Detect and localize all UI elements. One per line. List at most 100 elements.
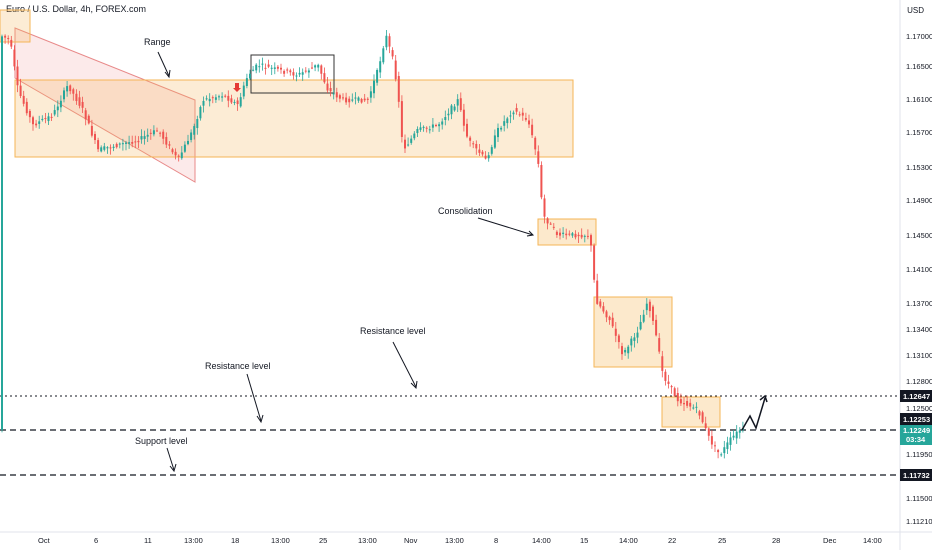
- y-tick: 1.12500: [906, 404, 932, 413]
- candle-body: [208, 98, 211, 102]
- x-tick: 8: [494, 536, 498, 545]
- candle-body: [270, 67, 273, 69]
- candle-body: [323, 73, 326, 83]
- candle-body: [639, 321, 642, 330]
- candle-body: [183, 144, 186, 152]
- candle-body: [552, 226, 555, 228]
- candle-body: [521, 112, 524, 116]
- candle-body: [106, 147, 109, 149]
- candle-body: [652, 306, 654, 321]
- annotation-resistance-lower: Resistance level: [205, 361, 271, 371]
- annotation-arrows: [157, 51, 535, 473]
- candle-body: [472, 143, 475, 145]
- y-tick: 1.14900: [906, 196, 932, 205]
- consolidation-zone-3: [661, 396, 721, 428]
- y-tick: 1.13400: [906, 325, 932, 334]
- candle-body: [66, 86, 69, 92]
- candle-body: [583, 235, 586, 237]
- consolidation-zone-2: [593, 296, 673, 368]
- candle-body: [400, 101, 403, 137]
- candle-body: [121, 143, 124, 145]
- candle-body: [723, 447, 726, 454]
- candle-body: [252, 69, 255, 71]
- candle-body: [53, 110, 56, 115]
- candle-body: [565, 233, 568, 236]
- candle-body: [187, 140, 189, 145]
- candle-body: [695, 406, 698, 408]
- candle-body: [125, 142, 127, 144]
- candle-body: [59, 100, 62, 108]
- candle-body: [397, 76, 400, 102]
- candle-body: [407, 144, 410, 146]
- y-tick: 1.17000: [906, 32, 932, 41]
- candle-body: [382, 48, 385, 63]
- candle-body: [534, 137, 537, 150]
- price-tag: 1.12249: [903, 426, 930, 435]
- candle-body: [469, 137, 472, 141]
- candle-body: [577, 234, 580, 237]
- candle-body: [515, 108, 518, 112]
- candle-body: [149, 132, 152, 134]
- price-tag-bg: [900, 413, 932, 425]
- x-tick: 11: [144, 536, 152, 545]
- candle-body: [171, 149, 174, 153]
- x-tick: 14:00: [863, 536, 882, 545]
- y-tick: 1.14100: [906, 265, 932, 274]
- candle-body: [450, 105, 453, 115]
- candle-body: [44, 118, 47, 120]
- candle-body: [363, 98, 366, 101]
- candle-body: [394, 60, 397, 80]
- candle-body: [32, 117, 34, 125]
- candle-body: [159, 132, 162, 134]
- candle-body: [97, 140, 100, 150]
- candle-body: [4, 35, 7, 38]
- candle-body: [351, 99, 354, 101]
- y-tick: 1.11500: [906, 494, 932, 503]
- candle-body: [50, 116, 53, 118]
- candle-body: [664, 371, 667, 381]
- candle-body: [487, 155, 490, 159]
- candle-body: [580, 234, 583, 238]
- candle-body: [704, 423, 707, 429]
- candle-body: [357, 97, 360, 101]
- candle-body: [596, 280, 599, 304]
- candle-body: [298, 72, 301, 75]
- x-tick: 13:00: [184, 536, 203, 545]
- candle-body: [642, 314, 645, 322]
- candle-body: [345, 97, 348, 103]
- candle-body: [555, 231, 558, 235]
- x-tick: 13:00: [445, 536, 464, 545]
- candle-body: [568, 233, 571, 235]
- candle-body: [599, 301, 602, 307]
- candle-body: [249, 73, 251, 79]
- candle-body: [438, 124, 441, 127]
- candle-body: [205, 98, 208, 100]
- candle-body: [233, 101, 236, 103]
- x-tick: 6: [94, 536, 98, 545]
- candle-body: [683, 403, 685, 405]
- annotation-support: Support level: [135, 436, 188, 446]
- candle-body: [714, 445, 716, 447]
- projection-arrowhead-icon: [759, 394, 768, 403]
- candle-body: [143, 136, 146, 139]
- candle-body: [608, 316, 611, 321]
- x-tick: 25: [319, 536, 327, 545]
- candle-body: [636, 332, 639, 338]
- price-tag-bg: [900, 425, 932, 445]
- price-tag: 1.12253: [903, 415, 930, 424]
- candle-body: [729, 437, 732, 445]
- candle-body: [648, 301, 651, 312]
- candle-body: [710, 436, 713, 445]
- candle-body: [549, 223, 552, 225]
- x-tick: 28: [772, 536, 780, 545]
- candle-body: [335, 92, 338, 98]
- candle-body: [509, 115, 512, 117]
- candle-body: [332, 93, 335, 95]
- candle-body: [162, 131, 165, 139]
- candle-body: [261, 63, 264, 65]
- candle-body: [726, 442, 729, 450]
- candle-body: [307, 70, 310, 73]
- y-tick: 1.13100: [906, 351, 932, 360]
- annotation-consolidation: Consolidation: [438, 206, 493, 216]
